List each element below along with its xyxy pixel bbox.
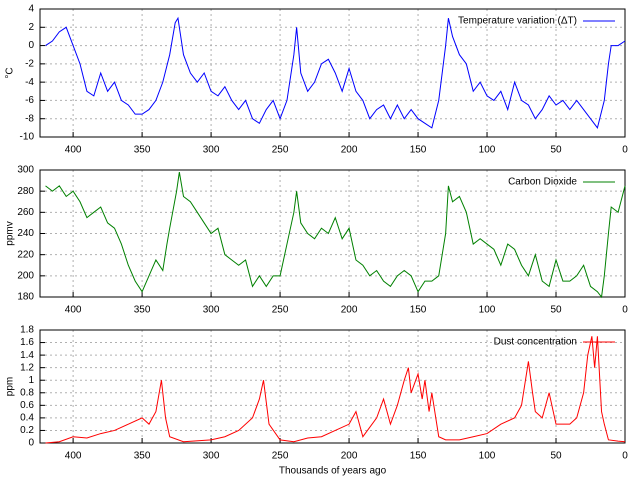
y-tick-label: -10 <box>20 132 35 143</box>
y-tick-label: 0 <box>28 40 34 51</box>
y-tick-label: 1.2 <box>20 362 34 373</box>
y-tick-label: 280 <box>17 186 34 197</box>
plot-frame <box>39 8 626 138</box>
y-axis-label: °C <box>5 67 16 78</box>
y-axis-label: ppmv <box>5 221 16 245</box>
x-tick-label: 0 <box>622 451 628 462</box>
x-tick-label: 300 <box>203 305 220 316</box>
y-tick-label: -6 <box>25 95 34 106</box>
x-axis-label: Thousands of years ago <box>279 466 387 477</box>
x-tick-label: 400 <box>65 145 82 156</box>
data-line <box>45 336 626 444</box>
x-tick-label: 100 <box>479 451 496 462</box>
x-tick-label: 300 <box>203 145 220 156</box>
y-tick-label: 4 <box>28 4 34 15</box>
x-tick-label: 350 <box>134 145 151 156</box>
y-tick-label: 0.2 <box>20 425 34 436</box>
x-tick-label: 250 <box>272 305 289 316</box>
x-tick-label: 50 <box>550 305 562 316</box>
y-tick-label: 2 <box>28 22 34 33</box>
y-tick-label: 0 <box>28 438 34 449</box>
y-tick-label: -2 <box>25 58 34 69</box>
y-tick-label: 200 <box>17 270 34 281</box>
legend-label: Carbon Dioxide <box>508 177 577 188</box>
data-line <box>45 172 626 299</box>
x-tick-label: 100 <box>479 145 496 156</box>
plot-frame <box>39 329 626 444</box>
y-tick-label: 1.4 <box>20 350 34 361</box>
y-tick-label: 180 <box>17 292 34 303</box>
y-tick-label: 0.4 <box>20 413 34 424</box>
y-tick-label: 1 <box>28 375 34 386</box>
x-tick-label: 100 <box>479 305 496 316</box>
y-tick-label: -8 <box>25 113 34 124</box>
y-tick-label: 0.8 <box>20 387 34 398</box>
y-tick-label: 300 <box>17 165 34 176</box>
x-tick-label: 0 <box>622 145 628 156</box>
x-tick-label: 150 <box>410 145 427 156</box>
x-tick-label: 200 <box>341 305 358 316</box>
x-tick-label: 400 <box>65 451 82 462</box>
x-tick-label: 250 <box>272 145 289 156</box>
y-tick-label: 260 <box>17 207 34 218</box>
x-tick-label: 50 <box>550 451 562 462</box>
y-tick-label: -4 <box>25 77 34 88</box>
x-tick-label: 200 <box>341 145 358 156</box>
data-line <box>45 16 626 129</box>
x-tick-label: 350 <box>134 451 151 462</box>
x-tick-label: 400 <box>65 305 82 316</box>
x-tick-label: 0 <box>622 305 628 316</box>
y-tick-label: 1.8 <box>20 325 34 336</box>
y-axis-label: ppm <box>5 377 16 396</box>
y-tick-label: 240 <box>17 228 34 239</box>
x-tick-label: 250 <box>272 451 289 462</box>
x-tick-label: 150 <box>410 451 427 462</box>
y-tick-label: 220 <box>17 249 34 260</box>
x-tick-label: 300 <box>203 451 220 462</box>
legend-label: Dust concentration <box>494 337 577 348</box>
y-tick-label: 0.6 <box>20 400 34 411</box>
legend-label: Temperature variation (ΔT) <box>458 16 577 27</box>
x-tick-label: 200 <box>341 451 358 462</box>
y-tick-label: 1.6 <box>20 337 34 348</box>
x-tick-label: 150 <box>410 305 427 316</box>
x-tick-label: 50 <box>550 145 562 156</box>
x-tick-label: 350 <box>134 305 151 316</box>
plot-frame <box>39 169 626 298</box>
